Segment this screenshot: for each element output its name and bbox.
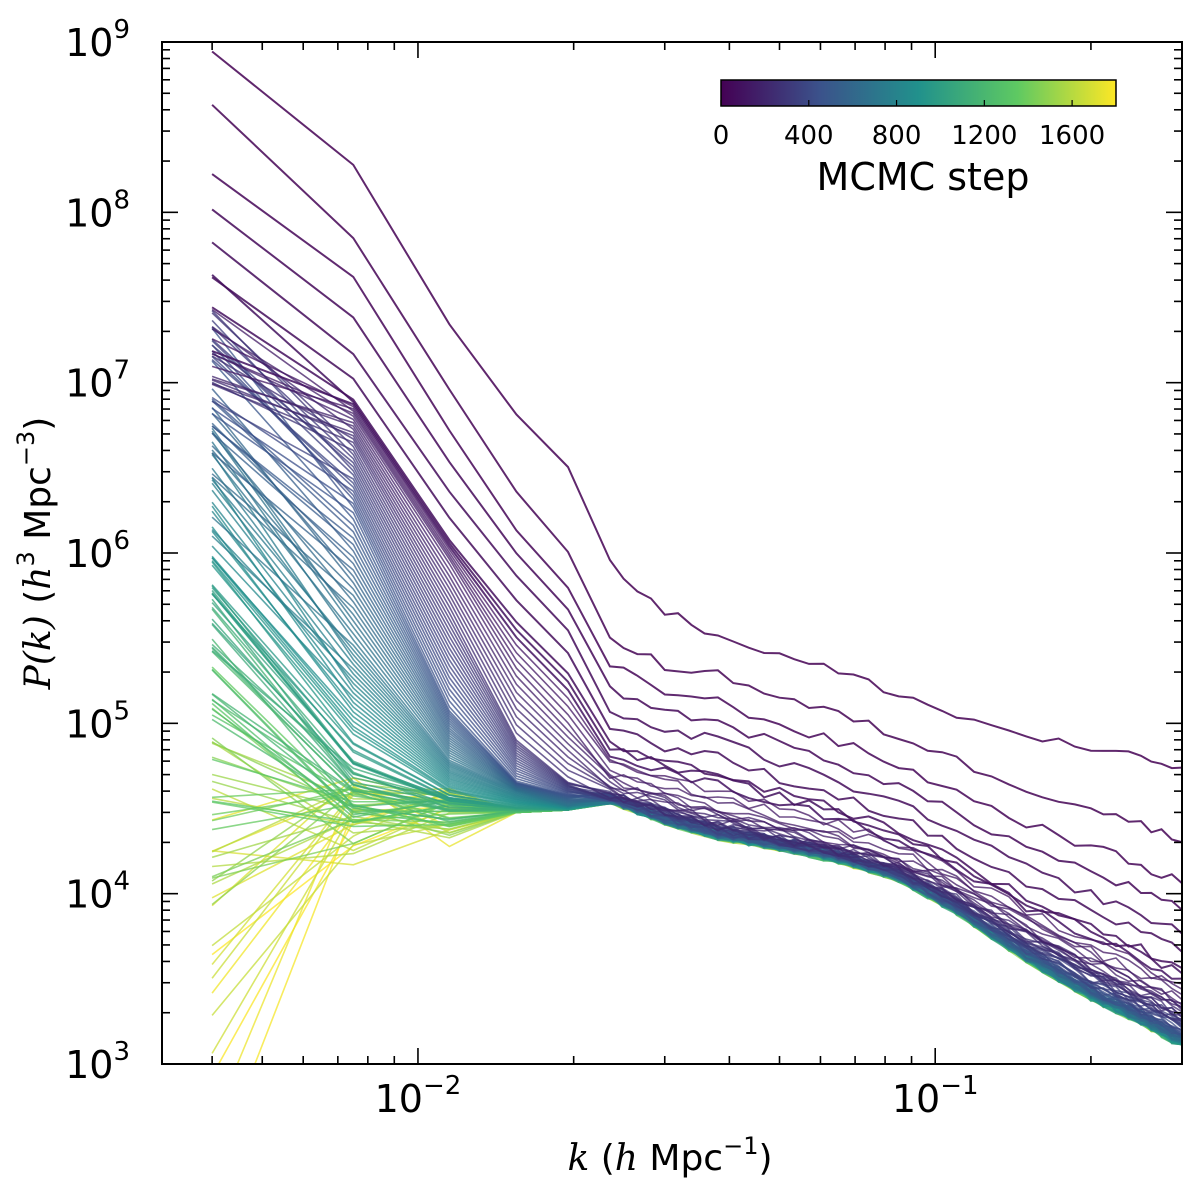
series-line <box>211 355 1182 1016</box>
x-axis-label-exponent: −1 <box>723 1132 758 1160</box>
series-line <box>211 173 1182 884</box>
y-tick-label: 106 <box>65 526 130 576</box>
y-tick-label: 104 <box>65 867 130 917</box>
series-line <box>211 350 1182 980</box>
y-axis-label-h: h <box>18 567 59 590</box>
series-line <box>211 50 1182 770</box>
y-tick-label: 109 <box>65 15 130 65</box>
x-axis-label-h: h <box>615 1138 638 1179</box>
tick-layer <box>162 41 1182 1065</box>
series-line <box>211 365 1182 990</box>
y-axis-label-symbol: P(k) <box>18 615 59 690</box>
series-line <box>211 308 1182 996</box>
colorbar-tick-label: 800 <box>872 121 922 151</box>
series-line <box>211 274 1182 975</box>
x-axis-label-symbol: k <box>567 1138 589 1179</box>
colorbar-ticks: 0 400 800 1200 1600 <box>713 100 1105 151</box>
series-line <box>211 375 1182 1009</box>
colorbar: 0 400 800 1200 1600 MCMC step <box>713 79 1117 199</box>
y-tick-label: 105 <box>65 696 130 746</box>
x-tick-label: 10−2 <box>375 1071 462 1121</box>
colorbar-tick-label: 400 <box>784 121 834 151</box>
series-line <box>211 306 1182 969</box>
y-axis-label: P(k) (h3 Mpc−3) <box>12 417 59 691</box>
series-line <box>211 208 1182 911</box>
y-axis-label-close: ) <box>18 417 59 431</box>
y-tick-label: 108 <box>65 185 130 235</box>
colorbar-gradient <box>720 79 1117 107</box>
y-axis-label-open: ( <box>18 590 59 616</box>
colorbar-tick-label: 1200 <box>951 121 1017 151</box>
series-line <box>211 104 1182 844</box>
y-axis-label-h-exponent: 3 <box>12 551 40 566</box>
series-line <box>211 241 1182 935</box>
x-axis-label-close: ) <box>759 1138 773 1179</box>
y-axis-label-exponent: −3 <box>12 431 40 466</box>
y-tick-label: 107 <box>65 356 130 406</box>
tick-label-layer: 103 104 105 106 107 108 109 10−2 10−1 <box>65 15 978 1121</box>
colorbar-label: MCMC step <box>817 155 1030 199</box>
x-axis-label-open: ( <box>589 1138 615 1179</box>
y-tick-label: 103 <box>65 1037 130 1087</box>
y-axis-label-unit: Mpc <box>18 466 59 551</box>
x-axis-label: k (h Mpc−1) <box>567 1132 772 1179</box>
x-axis-label-unit: Mpc <box>638 1138 723 1179</box>
colorbar-tick-label: 0 <box>713 121 730 151</box>
series-line <box>211 276 1182 953</box>
x-tick-label: 10−1 <box>892 1071 979 1121</box>
series-layer <box>211 50 1182 1064</box>
colorbar-tick-label: 1600 <box>1039 121 1105 151</box>
